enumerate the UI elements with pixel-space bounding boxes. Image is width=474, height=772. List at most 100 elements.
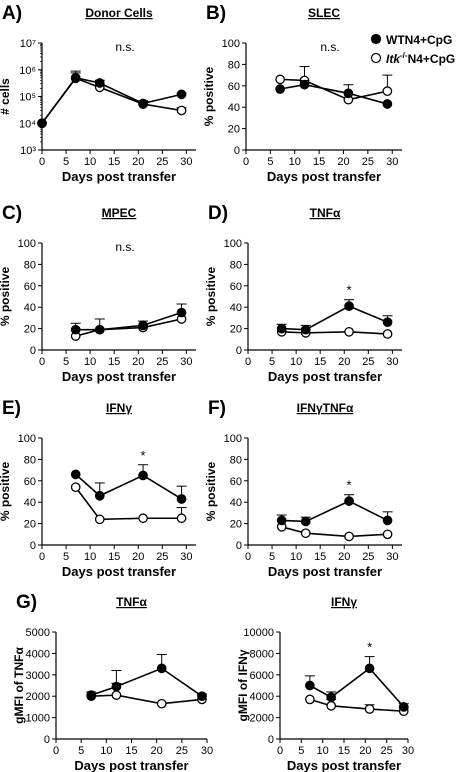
y-tick-label: 2000 — [26, 691, 50, 703]
panel-3: C) MPEC 0 5 10 15 20 25 30 0 20 40 60 80 100 Days post … — [0, 203, 196, 384]
x-axis-label: Days post transfer — [268, 369, 382, 384]
x-tick-label: 30 — [386, 356, 398, 368]
x-tick-label: 30 — [386, 156, 398, 168]
x-tick-label: 5 — [269, 356, 275, 368]
y-tick-label: 8000 — [250, 648, 274, 660]
x-tick-label: 20 — [337, 156, 349, 168]
x-tick-label: 25 — [176, 745, 188, 757]
significance-star: * — [141, 448, 146, 463]
data-point — [138, 98, 148, 109]
y-tick-label: 100 — [222, 38, 240, 50]
series-line — [75, 473, 182, 500]
data-point — [197, 691, 207, 702]
series-wt — [70, 303, 187, 335]
y-tick-label: 10³ — [20, 145, 36, 157]
x-tick-label: 0 — [277, 745, 283, 757]
y-tick-label: 20 — [230, 519, 242, 531]
x-tick-label: 15 — [108, 551, 120, 563]
y-tick-label: 60 — [228, 81, 240, 93]
y-tick-label: 40 — [228, 102, 240, 114]
legend-label-itk-sup: -/- — [400, 51, 408, 60]
data-point — [70, 72, 81, 83]
series-line — [280, 78, 388, 101]
series-itk — [305, 694, 409, 717]
panel-1: A) Donor Cells 0 5 10 15 20 25 30 10³ 10⁴ 10⁵ 10⁶ 10⁷… — [0, 3, 196, 184]
y-axis-label: # cells — [0, 78, 12, 115]
series-wt — [275, 79, 393, 109]
x-tick-label: 25 — [362, 356, 374, 368]
series-line — [41, 76, 182, 124]
x-axis-label: Days post transfer — [62, 369, 176, 384]
series-itk — [70, 482, 187, 525]
data-point — [94, 324, 105, 335]
panel-letter: C) — [2, 203, 22, 224]
x-tick-label: 30 — [180, 356, 192, 368]
series-itk — [37, 72, 187, 129]
x-tick-label: 15 — [313, 156, 325, 168]
y-axis-label: % positive — [0, 462, 12, 522]
x-tick-label: 15 — [108, 356, 120, 368]
panel-5: E) IFNγ 0 5 10 15 20 25 30 0 20 40 60 80 100 Days post … — [0, 398, 196, 579]
series-line — [281, 500, 388, 523]
panel-7: G) TNFα 0 5 10 15 20 25 30 0 1000 2000 3000 4000 5000 D… — [12, 592, 213, 772]
series-wt — [276, 299, 393, 335]
panel-letter: A) — [2, 3, 22, 24]
x-tick-label: 0 — [39, 551, 45, 563]
legend-label-itk: Itk-/-N4+CpG — [386, 51, 455, 66]
y-tick-label: 10⁶ — [19, 65, 36, 77]
data-point — [344, 326, 354, 337]
y-tick-label: 60 — [230, 281, 242, 293]
data-point — [37, 118, 47, 129]
series-line — [75, 311, 182, 331]
x-tick-label: 0 — [53, 745, 59, 757]
y-tick-label: 100 — [224, 238, 242, 250]
x-tick-label: 0 — [39, 356, 45, 368]
series-wt — [37, 70, 187, 129]
data-point — [326, 700, 337, 711]
ns-annotation: n.s. — [320, 40, 339, 54]
x-tick-label: 15 — [338, 745, 350, 757]
data-point — [364, 663, 375, 674]
data-point — [156, 663, 167, 674]
data-point — [111, 681, 122, 692]
series-line — [279, 83, 388, 105]
ns-annotation: n.s. — [115, 40, 134, 54]
series-wt — [276, 494, 393, 527]
y-axis-label: % positive — [204, 267, 218, 327]
x-tick-label: 25 — [156, 551, 168, 563]
x-tick-label: 30 — [201, 745, 213, 757]
data-point — [398, 702, 409, 712]
data-point — [176, 89, 187, 100]
x-tick-label: 5 — [63, 356, 69, 368]
data-point — [86, 690, 97, 700]
series-line — [309, 698, 404, 712]
series-line — [281, 526, 388, 538]
data-point — [305, 680, 315, 691]
panel-title: MPEC — [102, 206, 137, 220]
y-tick-label: 0 — [236, 345, 242, 357]
data-point — [382, 529, 393, 540]
y-tick-label: 6000 — [250, 670, 274, 682]
panel-title: IFNγ — [331, 595, 357, 609]
series-line — [91, 694, 203, 705]
panel-letter: E) — [2, 398, 21, 419]
x-tick-label: 15 — [314, 551, 326, 563]
x-tick-label: 25 — [381, 745, 393, 757]
data-point — [382, 317, 393, 328]
x-tick-label: 20 — [132, 551, 144, 563]
data-point — [300, 528, 311, 539]
data-point — [305, 694, 315, 705]
x-tick-label: 20 — [132, 356, 144, 368]
panel-title: IFNγTNFα — [297, 401, 354, 415]
data-point — [70, 482, 81, 493]
data-point — [299, 79, 310, 90]
y-tick-label: 0 — [234, 145, 240, 157]
y-tick-label: 60 — [24, 476, 36, 488]
data-point — [70, 324, 81, 335]
x-tick-label: 30 — [402, 745, 414, 757]
legend: WTN4+CpG Itk-/-N4+CpG — [370, 33, 455, 66]
legend-label-itk-gene: Itk — [386, 52, 401, 66]
x-tick-label: 0 — [245, 551, 251, 563]
significance-star: * — [347, 478, 352, 493]
data-point — [382, 515, 393, 526]
